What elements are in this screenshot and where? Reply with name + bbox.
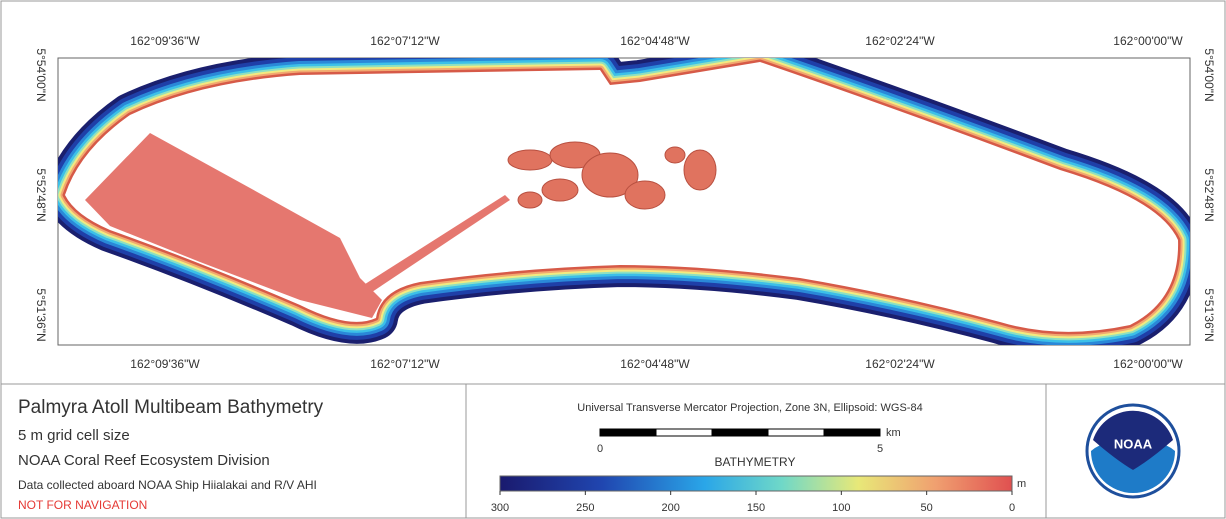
map-page: 162°09'36"W 162°07'12"W 162°04'48"W 162°… <box>0 0 1226 519</box>
colorbar <box>500 476 1012 491</box>
logo-text: NOAA <box>1114 436 1153 451</box>
colorbar-label: 250 <box>576 502 594 514</box>
lat-label: 5°51'36"N <box>1202 288 1216 341</box>
colorbar-label: 300 <box>491 502 509 514</box>
lat-label: 5°52'48"N <box>1202 168 1216 221</box>
lon-label: 162°07'12"W <box>370 357 440 371</box>
colorbar-label: 100 <box>832 502 850 514</box>
scale-unit: km <box>886 427 901 439</box>
lat-label: 5°52'48"N <box>34 168 48 221</box>
logo: NOAA <box>1087 405 1179 497</box>
colorbar-label: 200 <box>661 502 679 514</box>
lon-label: 162°00'00"W <box>1113 34 1183 48</box>
lon-label: 162°09'36"W <box>130 34 200 48</box>
warning: NOT FOR NAVIGATION <box>18 498 147 512</box>
colorbar-title: BATHYMETRY <box>715 455 796 469</box>
lat-label: 5°54'00"N <box>1202 48 1216 101</box>
lon-label: 162°02'24"W <box>865 34 935 48</box>
colorbar-label: 150 <box>747 502 765 514</box>
lon-label: 162°00'00"W <box>1113 357 1183 371</box>
colorbar-label: 0 <box>1009 502 1015 514</box>
lon-label: 162°04'48"W <box>620 34 690 48</box>
lat-label: 5°54'00"N <box>34 48 48 101</box>
right-labels: 5°54'00"N 5°52'48"N 5°51'36"N <box>1202 48 1216 341</box>
info-line: 5 m grid cell size <box>18 427 130 444</box>
scale-tick: 0 <box>597 443 603 455</box>
scale-tick: 5 <box>877 443 883 455</box>
projection: Universal Transverse Mercator Projection… <box>577 402 922 414</box>
scale-bar <box>600 429 880 436</box>
lon-label: 162°04'48"W <box>620 357 690 371</box>
lon-label: 162°07'12"W <box>370 34 440 48</box>
info-line: Data collected aboard NOAA Ship Hiialaka… <box>18 478 317 492</box>
colorbar-unit: m <box>1017 478 1026 490</box>
lon-label: 162°09'36"W <box>130 357 200 371</box>
legend-title: Palmyra Atoll Multibeam Bathymetry <box>18 397 324 418</box>
info-line: NOAA Coral Reef Ecosystem Division <box>18 452 270 469</box>
left-labels: 5°54'00"N 5°52'48"N 5°51'36"N <box>34 48 48 341</box>
lat-label: 5°51'36"N <box>34 288 48 341</box>
colorbar-label: 50 <box>921 502 933 514</box>
lon-label: 162°02'24"W <box>865 357 935 371</box>
